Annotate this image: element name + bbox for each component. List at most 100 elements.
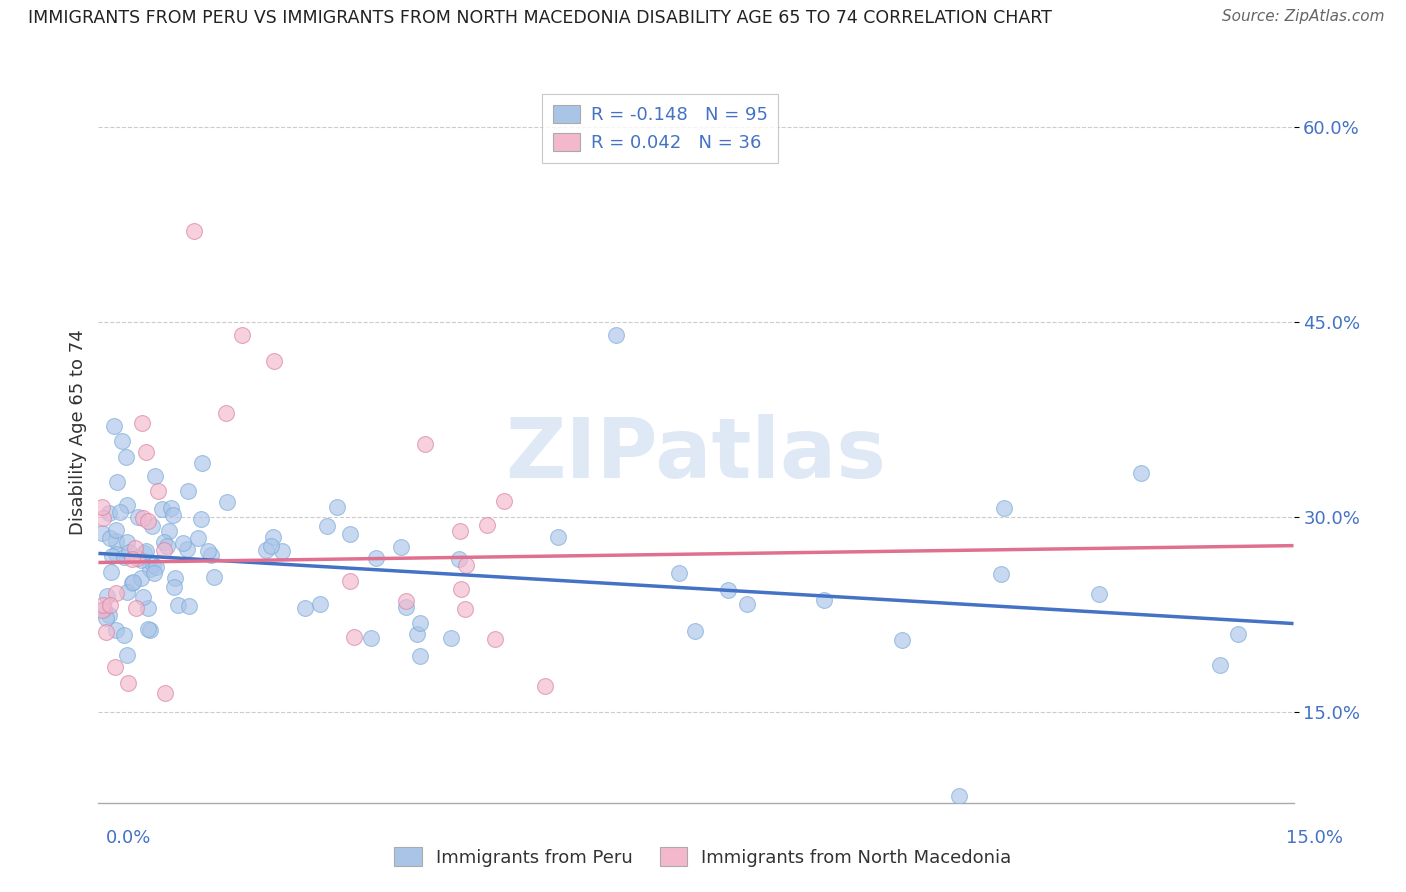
Point [339,527,361,541]
Point [533,679,555,693]
Point [484,632,506,647]
Point [139,561,162,575]
Point [153,535,176,549]
Point [166,599,188,613]
Point [127,509,149,524]
Point [309,597,332,611]
Point [135,445,157,459]
Point [146,483,169,498]
Point [197,543,219,558]
Point [326,500,349,515]
Point [121,575,143,590]
Point [131,510,153,524]
Point [215,494,238,508]
Point [813,593,835,607]
Point [260,539,283,553]
Point [1226,627,1249,641]
Point [100,565,122,579]
Point [162,580,184,594]
Point [115,648,138,662]
Point [1129,467,1152,481]
Point [190,512,212,526]
Point [136,514,159,528]
Point [96,625,118,640]
Point [104,660,127,674]
Point [121,552,143,566]
Point [156,539,179,553]
Point [405,627,427,641]
Point [191,456,214,470]
Point [136,600,159,615]
Point [135,544,157,558]
Point [153,686,176,700]
Text: Source: ZipAtlas.com: Source: ZipAtlas.com [1222,9,1385,24]
Point [685,624,707,638]
Point [108,505,131,519]
Point [98,607,121,622]
Point [104,547,127,561]
Text: ZIPatlas: ZIPatlas [506,414,886,495]
Point [454,558,477,573]
Point [131,416,153,430]
Point [115,498,138,512]
Point [131,553,153,567]
Point [132,546,155,560]
Legend: R = -0.148   N = 95, R = 0.042   N = 36: R = -0.148 N = 95, R = 0.042 N = 36 [541,94,779,163]
Point [343,630,366,644]
Point [136,622,159,636]
Point [142,566,165,581]
Point [145,559,167,574]
Point [605,328,627,343]
Y-axis label: Disability Age 65 to 74: Disability Age 65 to 74 [69,330,87,535]
Point [91,603,114,617]
Point [177,599,200,614]
Text: 0.0%: 0.0% [105,829,150,847]
Point [547,530,569,544]
Point [891,632,914,647]
Point [98,532,121,546]
Point [183,224,205,238]
Point [339,574,361,588]
Point [96,589,118,603]
Point [993,501,1015,516]
Legend: Immigrants from Peru, Immigrants from North Macedonia: Immigrants from Peru, Immigrants from No… [387,840,1019,874]
Point [200,548,222,562]
Point [316,519,339,533]
Point [668,566,690,581]
Point [105,533,128,548]
Point [91,500,114,514]
Point [395,599,418,614]
Point [142,558,165,572]
Point [364,550,387,565]
Point [117,676,139,690]
Point [450,582,472,596]
Text: 15.0%: 15.0% [1285,829,1343,847]
Point [91,525,114,540]
Point [389,540,412,554]
Point [143,469,166,483]
Point [118,544,141,558]
Point [494,494,516,508]
Point [717,582,740,597]
Point [254,543,277,558]
Point [112,628,135,642]
Point [176,541,198,556]
Point [100,599,122,613]
Point [172,536,194,550]
Point [440,632,463,646]
Point [93,602,115,616]
Point [105,586,128,600]
Point [103,419,125,434]
Point [91,598,114,612]
Point [111,434,134,448]
Point [150,501,173,516]
Point [101,549,124,563]
Point [115,584,138,599]
Point [163,571,186,585]
Point [121,574,143,589]
Point [132,590,155,604]
Point [990,566,1012,581]
Point [141,519,163,533]
Point [271,543,294,558]
Point [117,534,139,549]
